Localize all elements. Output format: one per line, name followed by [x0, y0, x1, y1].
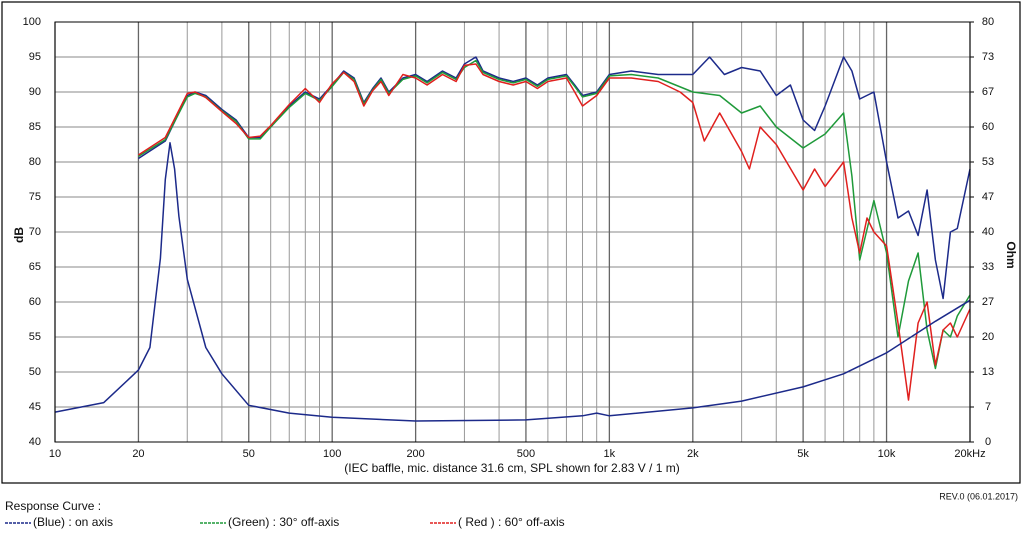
y2-tick-label: 0	[985, 436, 991, 448]
y-axis-label: dB	[12, 227, 26, 243]
y2-tick-label: 53	[982, 156, 994, 168]
frame	[1, 1, 1021, 484]
y-tick-label: 60	[29, 296, 41, 308]
curve	[137, 63, 971, 401]
y2-tick-label: 80	[982, 16, 994, 28]
y-tick-label: 55	[29, 331, 41, 343]
y-tick-label: 95	[29, 51, 41, 63]
y2-tick-label: 27	[982, 296, 994, 308]
y2-tick-label: 40	[982, 226, 994, 238]
y2-tick-label: 73	[982, 51, 994, 63]
plot-border	[54, 21, 971, 443]
y2-tick-label: 20	[982, 331, 994, 343]
legend-label: (Green) : 30° off-axis	[228, 515, 339, 529]
legend-label: ( Red ) : 60° off-axis	[458, 515, 565, 529]
y-tick-label: 100	[23, 16, 41, 28]
y2-tick-label: 13	[982, 366, 994, 378]
x-axis-label: (IEC baffle, mic. distance 31.6 cm, SPL …	[344, 461, 679, 475]
x-tick-label: 500	[517, 448, 535, 460]
y-tick-label: 90	[29, 86, 41, 98]
x-tick-label: 10	[49, 448, 61, 460]
y2-tick-label: 47	[982, 191, 994, 203]
y-tick-label: 65	[29, 261, 41, 273]
x-tick-label: 2k	[687, 448, 699, 460]
x-tick-label: 20	[132, 448, 144, 460]
x-tick-label: 100	[323, 448, 341, 460]
x-tick-label: 10k	[878, 448, 896, 460]
y-tick-label: 50	[29, 366, 41, 378]
x-tick-label: 1k	[604, 448, 616, 460]
x-tick-label: 5k	[797, 448, 809, 460]
y-tick-label: 75	[29, 191, 41, 203]
legend-label: (Blue) : on axis	[33, 515, 113, 529]
y2-axis-label: Ohm	[1004, 241, 1018, 268]
y2-tick-label: 67	[982, 86, 994, 98]
y-tick-label: 40	[29, 436, 41, 448]
y-tick-label: 85	[29, 121, 41, 133]
revision: REV.0 (06.01.2017)	[939, 491, 1018, 501]
y-tick-label: 70	[29, 226, 41, 238]
curve	[138, 59, 971, 370]
curve	[137, 56, 971, 300]
x-tick-label: 20kHz	[954, 448, 985, 460]
x-tick-label: 50	[243, 448, 255, 460]
curve	[54, 142, 971, 422]
y2-tick-label: 33	[982, 261, 994, 273]
legend-title: Response Curve :	[5, 499, 101, 513]
y2-tick-label: 7	[985, 401, 991, 413]
y2-tick-label: 60	[982, 121, 994, 133]
x-tick-label: 200	[406, 448, 424, 460]
y-tick-label: 45	[29, 401, 41, 413]
y-tick-label: 80	[29, 156, 41, 168]
